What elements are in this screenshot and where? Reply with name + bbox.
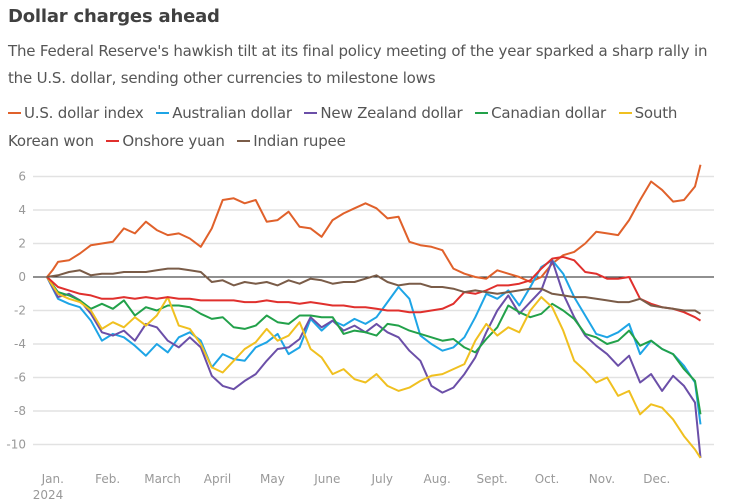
series-line-u-s-dollar-index [46,164,702,283]
legend-item-indian-rupee: Indian rupee [237,132,346,150]
x-tick-label: Oct. [535,472,560,486]
x-tick-label: Nov. [589,472,615,486]
legend-swatch [618,111,632,114]
x-tick-label: May [260,472,285,486]
series-lines [46,164,702,459]
gridlines [33,175,714,446]
x-tick-label: April [204,472,231,486]
x-tick-label: Feb. [95,472,120,486]
legend-label: New Zealand dollar [320,104,463,122]
chart-title: Dollar charges ahead [8,6,220,27]
legend-label: Australian dollar [172,104,292,122]
legend-item-u-s-dollar-index: U.S. dollar index [8,104,144,122]
legend: U.S. dollar index Australian dollar New … [8,99,723,155]
legend-swatch [475,111,489,114]
legend-swatch [8,111,21,114]
legend-swatch [304,111,318,114]
x-tick-label: July [370,472,393,486]
series-line-canadian-dollar [46,276,702,415]
legend-swatch [156,111,170,114]
y-tick-label: -2 [14,304,26,318]
legend-item-onshore-yuan: Onshore yuan [106,132,225,150]
x-tick-label: Jan. [41,472,64,486]
series-line-onshore-yuan [46,255,702,322]
legend-label: Canadian dollar [491,104,607,122]
y-tick-label: 0 [18,270,26,284]
legend-item-south-korean-won: South Korean won [8,104,677,150]
y-tick-label: 2 [18,237,26,251]
y-tick-label: -4 [14,337,26,351]
legend-label: Indian rupee [253,132,346,150]
x-axis-ticks: Jan. Feb. March April May June July Aug. Sept. Oc… [33,472,671,502]
legend-label: Onshore yuan [122,132,225,150]
y-tick-label: 4 [18,203,26,217]
legend-item-australian-dollar: Australian dollar [156,104,292,122]
x-tick-label: March [144,472,181,486]
x-tick-year-label: 2024 [33,488,64,502]
x-tick-label: Dec. [643,472,670,486]
y-tick-label: -8 [14,404,26,418]
legend-item-canadian-dollar: Canadian dollar [475,104,606,122]
y-tick-label: -6 [14,371,26,385]
line-chart: 6 4 2 0 -2 -4 -6 -8 -10 Jan. Feb. March April May Jun… [6,164,714,502]
series-line-new-zealand-dollar [46,259,702,458]
series-line-south-korean-won [46,276,702,459]
y-tick-label: 6 [18,170,26,184]
legend-swatch [237,139,251,142]
chart-subtitle: The Federal Reserve's hawkish tilt at it… [8,42,708,87]
x-tick-label: Sept. [477,472,508,486]
legend-item-new-zealand-dollar: New Zealand dollar [304,104,463,122]
series-line-australian-dollar [46,259,702,425]
series-line-indian-rupee [46,267,702,315]
legend-label: South Korean won [8,104,678,150]
x-tick-label: Aug. [424,472,451,486]
y-axis-ticks: 6 4 2 0 -2 -4 -6 -8 -10 [6,170,26,452]
x-tick-label: June [313,472,340,486]
legend-label: U.S. dollar index [24,104,144,122]
y-tick-label: -10 [6,438,26,452]
legend-swatch [106,139,120,142]
